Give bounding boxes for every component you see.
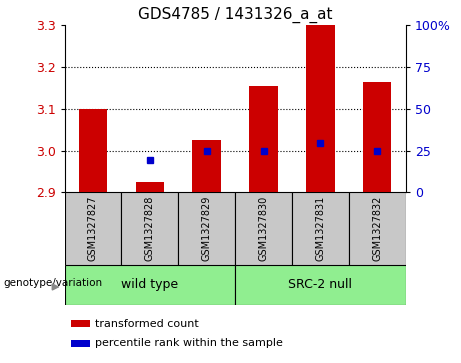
Bar <box>249 86 278 192</box>
Text: GSM1327829: GSM1327829 <box>201 196 212 261</box>
Bar <box>363 82 391 192</box>
Bar <box>71 340 90 347</box>
Bar <box>235 265 406 305</box>
Bar <box>306 25 335 192</box>
Bar <box>65 265 235 305</box>
Text: GSM1327827: GSM1327827 <box>88 196 98 261</box>
Bar <box>292 192 349 265</box>
Bar <box>71 320 90 327</box>
Bar <box>178 192 235 265</box>
Text: GSM1327831: GSM1327831 <box>315 196 325 261</box>
Bar <box>193 140 221 192</box>
Bar <box>235 192 292 265</box>
Title: GDS4785 / 1431326_a_at: GDS4785 / 1431326_a_at <box>138 7 332 23</box>
Text: GSM1327828: GSM1327828 <box>145 196 155 261</box>
Bar <box>65 192 121 265</box>
Text: percentile rank within the sample: percentile rank within the sample <box>95 338 283 348</box>
Bar <box>349 192 406 265</box>
Text: GSM1327830: GSM1327830 <box>259 196 269 261</box>
Bar <box>79 109 107 192</box>
Text: genotype/variation: genotype/variation <box>3 278 102 288</box>
Text: GSM1327832: GSM1327832 <box>372 196 382 261</box>
Bar <box>136 182 164 192</box>
Text: wild type: wild type <box>121 278 178 291</box>
Bar <box>121 192 178 265</box>
Text: SRC-2 null: SRC-2 null <box>289 278 352 291</box>
Text: transformed count: transformed count <box>95 318 199 329</box>
